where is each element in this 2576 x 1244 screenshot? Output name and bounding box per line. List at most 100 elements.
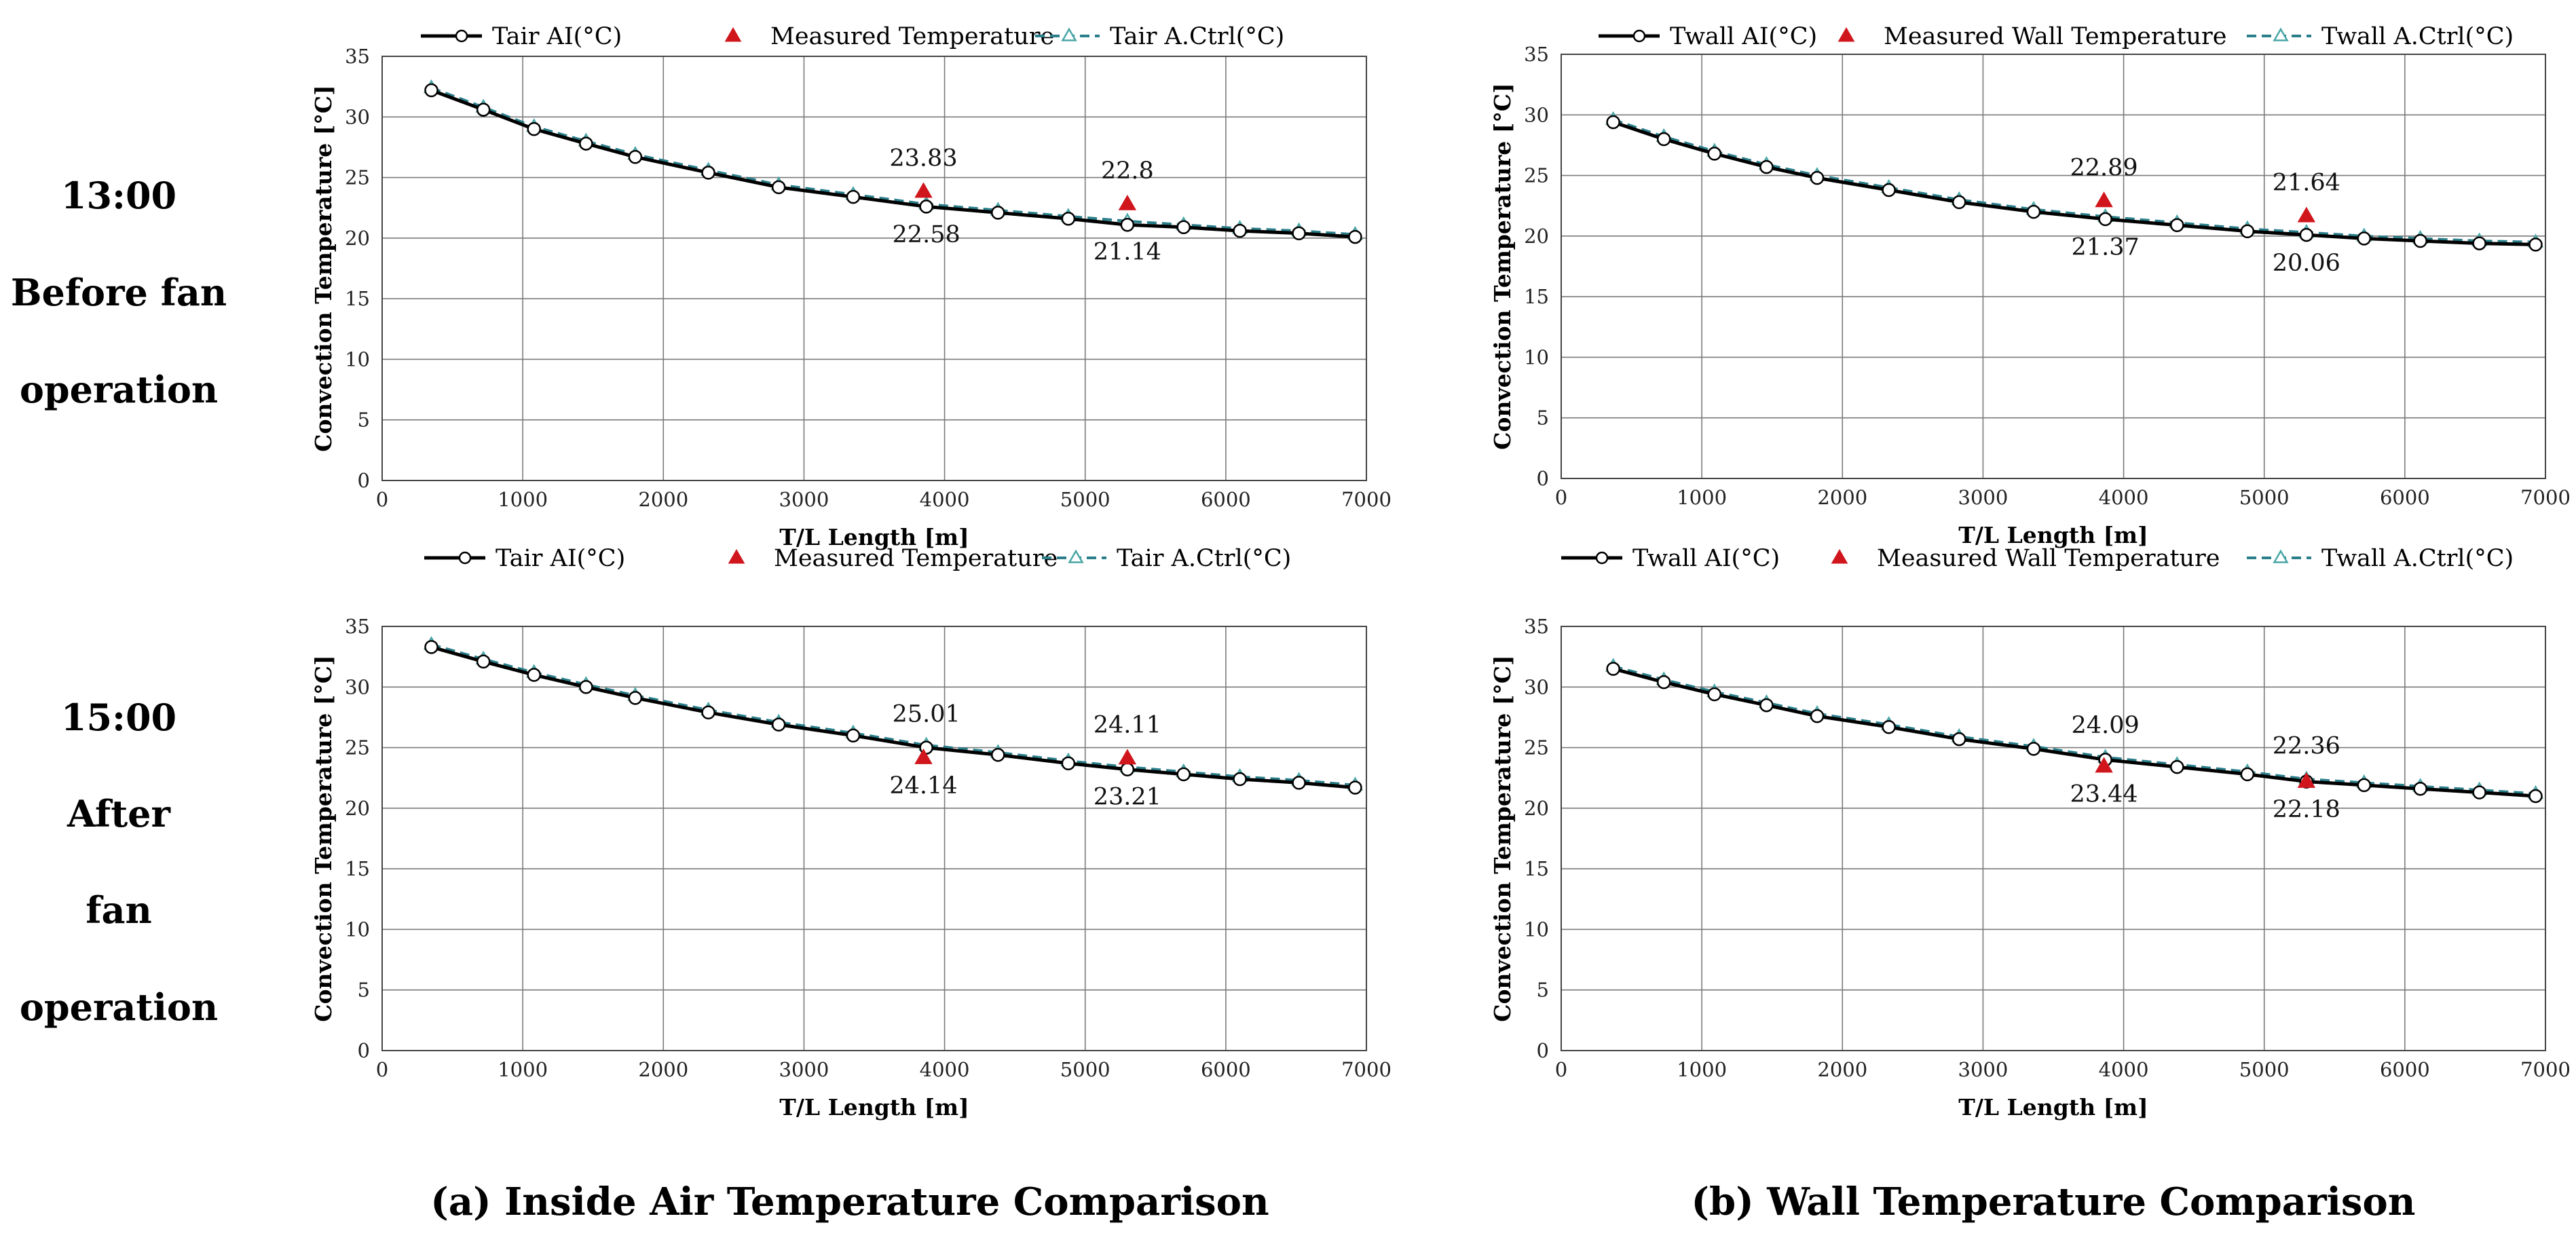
y-tick-label: 10: [1524, 918, 1549, 941]
y-tick-label: 25: [1524, 164, 1549, 187]
series-ai-point: [1348, 780, 1362, 795]
series-ai-point: [1759, 698, 1774, 713]
y-tick-label: 10: [345, 347, 370, 371]
x-tick-label: 1000: [498, 488, 548, 511]
x-tick-label: 3000: [779, 1058, 829, 1081]
x-tick-label: 0: [376, 1058, 388, 1081]
row-label-bottom-line2: After: [67, 792, 170, 835]
row-label-top-time: 13:00: [61, 174, 176, 217]
series-ai-line: [1613, 667, 2536, 798]
series-ctrl-line: [1613, 118, 2536, 244]
series-ai-point: [1952, 195, 1966, 210]
y-tick-label: 5: [1537, 979, 1549, 1002]
series-ai-point: [1061, 756, 1076, 771]
row-label-bottom: 15:00 After fan operation: [20, 696, 218, 1029]
x-tick-label: 4000: [920, 488, 970, 511]
series-ai-point: [476, 102, 491, 117]
y-tick-label: 25: [345, 166, 370, 189]
measured-value-label: 23.83: [889, 145, 957, 172]
row-label-top: 13:00 Before fan operation: [11, 174, 227, 411]
measured-point: [2095, 757, 2113, 773]
series-ai-point: [1882, 183, 1896, 197]
x-tick-label: 6000: [1201, 1058, 1251, 1081]
measured-value-label: 24.11: [1094, 711, 1161, 738]
series-ai-line: [430, 645, 1356, 789]
measured-point: [2297, 206, 2316, 223]
series-ai-point: [1606, 115, 1620, 130]
chart-wall-15: 0 5 10 15 20 25 30 35 0 1000 2000 3000 4000 5000 6000 7…: [1489, 545, 2571, 1120]
series-ai-point: [1810, 170, 1825, 185]
measured-point: [914, 748, 933, 764]
series-ai-point: [1810, 709, 1825, 723]
series-ai-point: [701, 705, 715, 720]
y-axis-label: Convection Temperature [°C]: [310, 655, 337, 1021]
x-tick-label: 0: [1555, 486, 1567, 509]
x-tick-label: 1000: [1677, 486, 1727, 509]
chart-wall-13: 0 5 10 15 20 25 30 35 0 1000 2000 3000 4000 5000 6000 7…: [1489, 23, 2571, 548]
series-ai-point: [476, 654, 491, 669]
chart-air-13: 0 5 10 15 20 25 30 35 0 1000 2000 3000 4000 5000 6000 7…: [310, 23, 1392, 550]
plot-frame: [381, 626, 1367, 1051]
legend-ai-label: Twall AI(°C): [1670, 23, 1817, 50]
ai-value-label: 22.58: [893, 221, 960, 248]
x-tick-label: 4000: [920, 1058, 970, 1081]
measured-value-label: 24.14: [889, 772, 957, 799]
series-ai-point: [2026, 742, 2041, 756]
x-tick-label: 6000: [1201, 488, 1251, 511]
plot-frame: [1561, 54, 2546, 479]
legend-measured-marker: [728, 549, 745, 564]
series-ai-point: [1707, 687, 1722, 702]
legend-ai-marker: [1595, 551, 1609, 565]
x-tick-label: 5000: [2239, 1058, 2290, 1081]
x-tick-label: 0: [376, 488, 388, 511]
y-tick-label: 15: [1524, 857, 1549, 880]
series-ai-point: [846, 189, 861, 204]
measured-point: [2297, 772, 2316, 788]
series-ai-point: [1759, 159, 1774, 174]
series-ai-point: [1952, 732, 1966, 747]
series-ai-point: [2357, 231, 2372, 246]
y-tick-label: 15: [345, 287, 370, 310]
series-ai-point: [1061, 212, 1076, 226]
y-tick-label: 10: [1524, 345, 1549, 369]
x-tick-label: 2000: [638, 1058, 688, 1081]
x-tick-label: 6000: [2380, 1058, 2430, 1081]
x-tick-label: 7000: [2520, 1058, 2571, 1081]
series-ai-point: [2357, 778, 2372, 793]
series-ai-point: [628, 691, 643, 705]
x-axis-label: T/L Length [m]: [1958, 1094, 2148, 1120]
measured-value-label: 22.8: [1101, 157, 1154, 185]
series-ai-point: [2240, 224, 2255, 238]
legend-measured-marker: [724, 27, 742, 42]
y-tick-label: 35: [345, 45, 370, 68]
y-tick-label: 35: [1524, 43, 1549, 66]
legend-ctrl-marker: [1068, 549, 1084, 563]
x-tick-label: 5000: [1060, 1058, 1110, 1081]
legend-ctrl-label: Tair A.Ctrl(°C): [1117, 545, 1291, 572]
plot-frame: [1561, 626, 2546, 1051]
series-ai-point: [1120, 217, 1135, 232]
x-tick-label: 1000: [498, 1058, 548, 1081]
y-tick-label: 25: [1524, 736, 1549, 759]
series-ctrl-line: [430, 643, 1356, 787]
series-ai-point: [771, 180, 786, 195]
series-ctrl-line: [430, 86, 1356, 236]
ai-value-label: 22.36: [2273, 733, 2340, 760]
series-ai-point: [2528, 238, 2543, 252]
series-ai-point: [1176, 220, 1191, 235]
series-ai-point: [2472, 236, 2486, 250]
series-ai-point: [1176, 767, 1191, 782]
legend-ai-label: Tair AI(°C): [496, 545, 625, 572]
chart-air-15: 0 5 10 15 20 25 30 35 0 1000 2000 3000 4000 5000 6000 7…: [310, 545, 1392, 1120]
legend-ctrl-label: Twall A.Ctrl(°C): [2321, 23, 2514, 50]
x-tick-label: 7000: [2520, 486, 2571, 509]
y-tick-label: 20: [345, 797, 370, 820]
x-tick-label: 7000: [1341, 488, 1392, 511]
x-tick-label: 4000: [2099, 1058, 2149, 1081]
legend-ctrl-label: Twall A.Ctrl(°C): [2321, 545, 2514, 572]
measured-value-label: 22.89: [2070, 154, 2138, 181]
series-ai-point: [1120, 762, 1135, 776]
x-axis-label: T/L Length [m]: [779, 1094, 969, 1120]
y-tick-label: 30: [345, 675, 370, 698]
